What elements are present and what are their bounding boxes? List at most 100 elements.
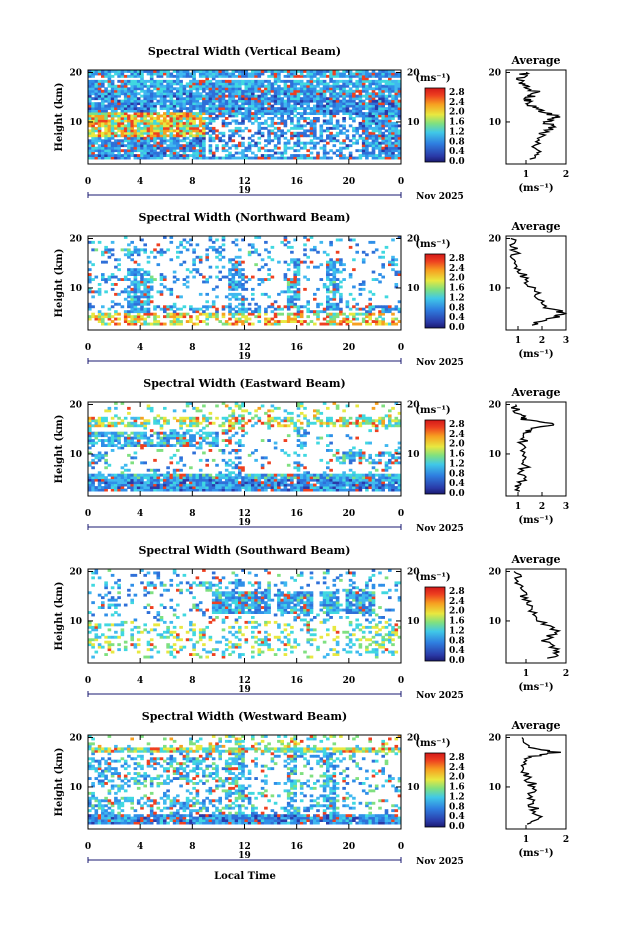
x-tick-label: 4 [137,343,143,353]
heatmap-cell [296,463,301,467]
heatmap-cell [299,305,304,309]
heatmap-cell [130,114,134,118]
heatmap-cell [127,124,131,128]
heatmap-cell [228,87,232,91]
heatmap-cell [381,109,385,113]
heatmap-cell [293,275,297,279]
heatmap-cell [290,94,294,98]
heatmap-cell [257,476,262,480]
heatmap-cell [123,441,128,445]
heatmap-cell [335,94,340,98]
heatmap-cell [218,486,222,489]
heatmap-cell [159,94,164,98]
heatmap-cell [185,141,190,145]
heatmap-cell [280,99,284,103]
heatmap-cell [342,156,346,160]
heatmap-cell [140,82,144,86]
heatmap-cell [257,74,262,78]
heatmap-cell [176,151,180,155]
heatmap-cell [94,121,99,125]
heatmap-cell [198,441,203,445]
heatmap-cell [244,320,249,323]
heatmap-cell [326,275,330,279]
heatmap-cell [189,436,193,440]
heatmap-cell [215,439,219,442]
heatmap-cell [163,107,167,110]
heatmap-cell [234,109,239,113]
profile-y-tick-label: 10 [488,118,501,128]
profile-line [508,237,568,326]
heatmap-cell [238,444,242,447]
heatmap-cell [221,102,226,106]
heatmap-cell [293,124,297,128]
heatmap-cell [136,285,141,289]
colorbar-tick-label: 0.8 [449,137,465,147]
heatmap-cell [345,144,350,148]
heatmap-cell [384,99,389,103]
heatmap-cell [368,131,372,135]
heatmap-cell [365,79,369,83]
heatmap-cell [257,94,262,98]
heatmap-cell [238,129,242,133]
heatmap-cell [374,144,379,148]
heatmap-cell [270,70,275,73]
heatmap-cell [251,292,255,296]
heatmap-cell [345,317,350,321]
heatmap-cell [133,131,138,135]
heatmap-cell [133,283,138,286]
heatmap-cell [228,476,232,480]
heatmap-cell [358,134,363,138]
heatmap-cell [179,320,183,323]
heatmap-cell [286,300,291,304]
heatmap-cell [101,154,105,157]
heatmap-cell [342,92,346,96]
heatmap-cell [101,250,105,254]
heatmap-cell [169,104,174,108]
heatmap-cell [97,290,102,294]
heatmap-cell [355,79,359,83]
heatmap-cell [365,151,369,155]
y-tick-label: 20 [407,234,420,244]
heatmap-cell [361,126,366,130]
heatmap-cell [202,109,206,113]
colorbar-tick-label: 2.0 [449,274,465,284]
heatmap-cell [342,154,346,157]
heatmap-cell [391,141,395,145]
heatmap-cell [280,290,284,294]
heatmap-cell [316,151,320,155]
heatmap-cell [224,154,229,157]
heatmap-cell [355,317,359,321]
heatmap-cell [104,278,108,281]
heatmap-cell [179,119,183,123]
heatmap-cell [371,104,376,108]
heatmap-cell [368,87,372,91]
heatmap-cell [185,431,190,435]
heatmap-cell [316,441,320,445]
heatmap-cell [182,476,187,480]
heatmap-cell [159,250,164,254]
heatmap-cell [179,139,183,143]
heatmap-cell [215,441,219,445]
heatmap-cell [104,424,108,428]
heatmap-cell [342,146,346,150]
heatmap-cell [264,92,268,96]
heatmap-cell [153,104,157,108]
heatmap-cell [309,320,314,323]
heatmap-cell [91,121,95,125]
heatmap-cell [146,300,151,304]
heatmap-cell [189,97,193,101]
heatmap-cell [273,483,278,487]
heatmap-cell [159,97,164,101]
heatmap-cell [120,109,125,113]
heatmap-cell [133,273,138,276]
heatmap-cell [241,144,245,148]
heatmap-cell [309,97,314,101]
heatmap-cell [198,139,203,143]
heatmap-cell [91,473,95,477]
heatmap-cell [172,141,177,145]
heatmap-cell [166,287,170,291]
heatmap-cell [114,434,118,438]
heatmap-cell [136,473,141,477]
heatmap-cell [130,270,134,274]
heatmap-cell [221,486,226,489]
